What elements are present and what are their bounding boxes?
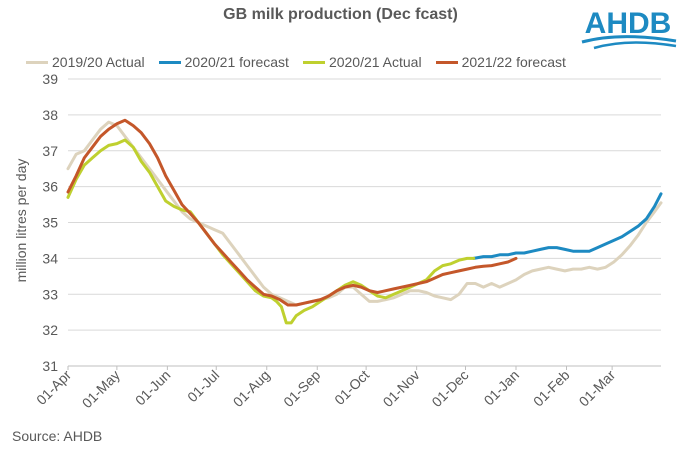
series-line-2020-21-actual xyxy=(66,138,476,325)
series-line-2019-20-actual xyxy=(66,120,663,307)
chart-legend: 2019/20 Actual 2020/21 forecast 2020/21 Ac… xyxy=(26,52,580,72)
x-tick-label: 01-May xyxy=(79,367,123,411)
legend-label: 2021/22 forecast xyxy=(461,54,566,70)
x-tick-label: 01-Jan xyxy=(481,367,523,409)
legend-swatch xyxy=(26,60,48,64)
series-line-2020-21-forecast xyxy=(472,192,663,260)
legend-item: 2020/21 Actual xyxy=(302,54,422,70)
y-tick-label: 35 xyxy=(42,215,58,231)
x-tick-label: 01-Mar xyxy=(576,367,619,410)
ahdb-logo-graphic: AHDB xyxy=(581,7,677,50)
y-axis-label: million litres per day xyxy=(13,159,29,283)
y-tick-label: 32 xyxy=(42,322,58,338)
ahdb-logo: AHDB xyxy=(578,4,678,50)
y-tick-label: 33 xyxy=(42,286,58,302)
x-tick-label: 01-Sep xyxy=(280,367,323,410)
series-line-2021-22-forecast xyxy=(66,118,518,307)
logo-swoosh-2 xyxy=(593,41,677,50)
legend-item: 2019/20 Actual xyxy=(26,54,145,70)
x-tick-label: 01-Aug xyxy=(230,367,273,410)
x-tick-label: 01-Oct xyxy=(331,367,372,408)
logo-text: AHDB xyxy=(585,7,672,40)
y-tick-label: 34 xyxy=(42,250,58,266)
y-tick-label: 39 xyxy=(42,71,58,87)
y-tick-label: 38 xyxy=(42,107,58,123)
x-tick-label: 01-Jun xyxy=(132,367,174,409)
legend-label: 2019/20 Actual xyxy=(52,54,145,70)
chart-title: GB milk production (Dec fcast) xyxy=(223,6,458,23)
legend-label: 2020/21 forecast xyxy=(184,54,289,70)
legend-swatch xyxy=(302,60,325,64)
y-tick-label: 36 xyxy=(42,179,58,195)
legend-label: 2020/21 Actual xyxy=(328,54,422,70)
y-tick-label: 31 xyxy=(42,358,58,374)
legend-swatch xyxy=(435,60,458,64)
y-tick-label: 37 xyxy=(42,143,58,159)
logo-swoosh-1 xyxy=(581,35,677,44)
x-tick-label: 01-Jul xyxy=(184,367,222,405)
legend-item: 2021/22 forecast xyxy=(435,54,566,70)
x-tick-label: 01-Nov xyxy=(380,367,423,410)
legend-item: 2020/21 forecast xyxy=(158,54,289,70)
legend-swatch xyxy=(158,60,181,64)
source-note: Source: AHDB xyxy=(12,428,103,444)
x-tick-label: 01-Dec xyxy=(428,367,471,410)
x-tick-label: 01-Feb xyxy=(530,367,573,410)
